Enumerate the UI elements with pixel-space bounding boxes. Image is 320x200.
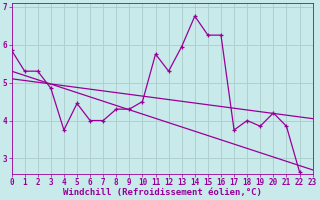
- X-axis label: Windchill (Refroidissement éolien,°C): Windchill (Refroidissement éolien,°C): [63, 188, 261, 197]
